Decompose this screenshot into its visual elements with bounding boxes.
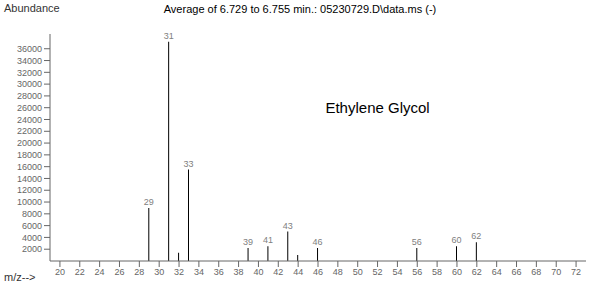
svg-text:62: 62 — [471, 231, 481, 241]
svg-text:30: 30 — [154, 267, 164, 277]
svg-text:Ethylene Glycol: Ethylene Glycol — [325, 99, 429, 116]
svg-text:20000: 20000 — [17, 138, 42, 148]
html-text:Average of 6.729 to 6.755 min.: Average of 6.729 to 6.755 min.: 05230729… — [163, 3, 437, 15]
svg-text:34000: 34000 — [17, 56, 42, 66]
svg-text:46: 46 — [313, 237, 323, 247]
svg-text:58: 58 — [432, 267, 442, 277]
svg-text:39: 39 — [243, 237, 253, 247]
svg-text:52: 52 — [373, 267, 383, 277]
svg-text:8000: 8000 — [22, 209, 42, 219]
svg-text:32000: 32000 — [17, 68, 42, 78]
svg-text:33: 33 — [183, 159, 193, 169]
svg-text:68: 68 — [531, 267, 541, 277]
svg-text:60: 60 — [451, 235, 461, 245]
svg-text:44: 44 — [293, 267, 303, 277]
svg-text:60: 60 — [452, 267, 462, 277]
svg-text:70: 70 — [551, 267, 561, 277]
svg-text:41: 41 — [263, 235, 273, 245]
svg-text:46: 46 — [313, 267, 323, 277]
svg-text:22000: 22000 — [17, 126, 42, 136]
svg-text:30000: 30000 — [17, 79, 42, 89]
svg-text:20: 20 — [55, 267, 65, 277]
svg-text:38: 38 — [234, 267, 244, 277]
svg-text:36: 36 — [214, 267, 224, 277]
svg-text:56: 56 — [412, 267, 422, 277]
svg-text:28: 28 — [134, 267, 144, 277]
svg-text:12000: 12000 — [17, 185, 42, 195]
svg-text:64: 64 — [492, 267, 502, 277]
svg-text:2000: 2000 — [22, 244, 42, 254]
svg-text:22: 22 — [75, 267, 85, 277]
svg-text:18000: 18000 — [17, 150, 42, 160]
svg-text:28000: 28000 — [17, 91, 42, 101]
svg-text:66: 66 — [512, 267, 522, 277]
svg-text:48: 48 — [333, 267, 343, 277]
svg-text:56: 56 — [412, 237, 422, 247]
svg-text:62: 62 — [472, 267, 482, 277]
svg-text:40: 40 — [253, 267, 263, 277]
svg-text:26: 26 — [114, 267, 124, 277]
svg-text:16000: 16000 — [17, 162, 42, 172]
svg-text:34: 34 — [194, 267, 204, 277]
svg-text:31: 31 — [164, 31, 174, 41]
svg-text:43: 43 — [283, 221, 293, 231]
svg-text:29: 29 — [144, 197, 154, 207]
svg-text:6000: 6000 — [22, 221, 42, 231]
svg-text:24000: 24000 — [17, 115, 42, 125]
html-text:m/z-->: m/z--> — [4, 271, 36, 283]
svg-text:32: 32 — [174, 267, 184, 277]
svg-text:4000: 4000 — [22, 233, 42, 243]
svg-text:42: 42 — [273, 267, 283, 277]
html-text:Abundance: Abundance — [4, 2, 60, 14]
svg-text:54: 54 — [392, 267, 402, 277]
svg-text:50: 50 — [353, 267, 363, 277]
svg-text:24: 24 — [95, 267, 105, 277]
svg-text:14000: 14000 — [17, 174, 42, 184]
svg-text:26000: 26000 — [17, 103, 42, 113]
svg-text:36000: 36000 — [17, 44, 42, 54]
svg-text:72: 72 — [571, 267, 581, 277]
svg-text:10000: 10000 — [17, 197, 42, 207]
